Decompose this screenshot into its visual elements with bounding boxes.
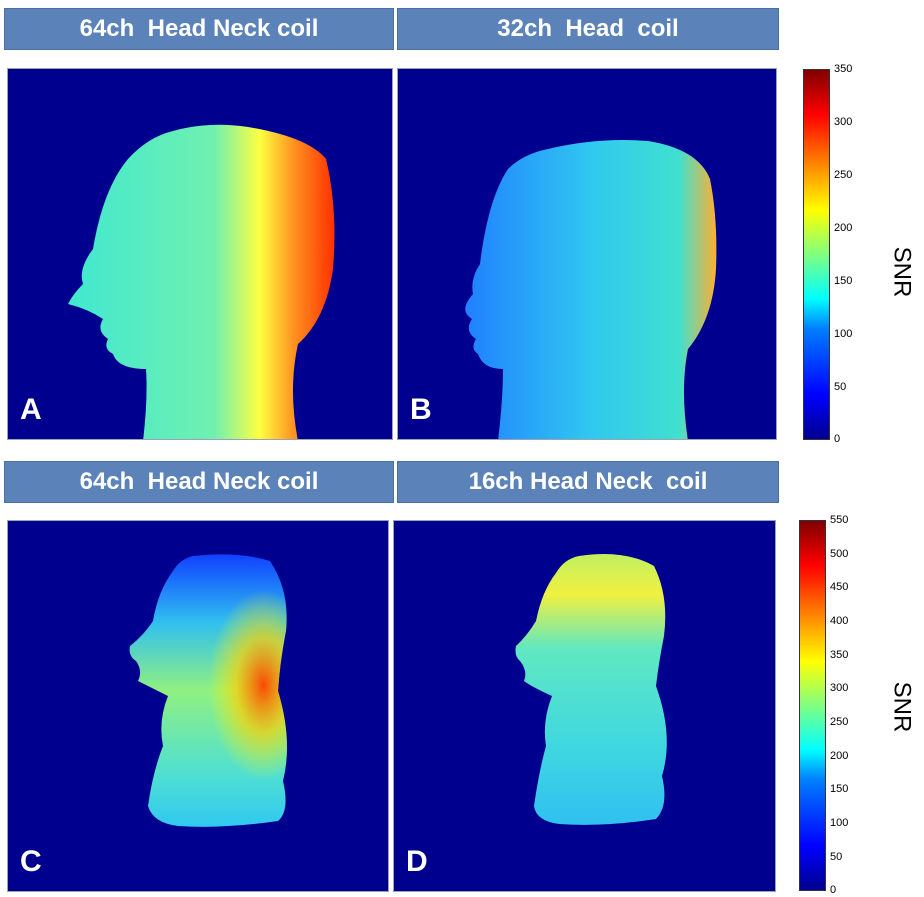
colorbar-top-tick: 150 — [834, 275, 853, 287]
colorbar-bottom-tick: 250 — [830, 716, 849, 728]
colorbar-bottom-tick: 150 — [830, 783, 849, 795]
head-image-c — [129, 554, 287, 827]
colorbar-bottom-tick: 500 — [830, 548, 849, 560]
header-top-right: 32ch Head coil — [397, 8, 779, 50]
head-image-b — [465, 140, 717, 439]
colorbar-bottom-tick: 450 — [830, 581, 849, 593]
colorbar-bottom-tick: 300 — [830, 682, 849, 694]
header-bottom-left: 64ch Head Neck coil — [4, 461, 394, 503]
panel-label-d: D — [406, 845, 428, 878]
colorbar-top-label: SNR — [888, 246, 916, 298]
colorbar-top-tick: 100 — [834, 328, 853, 340]
colorbar-top-tick: 200 — [834, 222, 853, 234]
colorbar-bottom-tick: 200 — [830, 750, 849, 762]
panel-label-a: A — [20, 393, 42, 426]
colorbar-top-tick: 0 — [834, 433, 841, 445]
head-image-a — [68, 124, 335, 439]
colorbar-bottom-label: SNR — [888, 681, 916, 733]
colorbar-top-tick: 300 — [834, 116, 853, 128]
panel-label-b: B — [410, 393, 432, 426]
colorbar-top — [803, 69, 830, 440]
colorbar-bottom-tick: 550 — [830, 514, 849, 526]
header-top-left: 64ch Head Neck coil — [4, 8, 394, 50]
colorbar-top-tick: 350 — [834, 63, 853, 75]
colorbar-bottom-tick: 100 — [830, 817, 849, 829]
panel-b: B — [397, 68, 777, 440]
colorbar-bottom-tick: 350 — [830, 649, 849, 661]
head-image-d — [515, 553, 667, 825]
panel-label-c: C — [20, 845, 42, 878]
colorbar-bottom — [799, 520, 826, 891]
panel-c: C — [7, 520, 389, 892]
colorbar-bottom-tick: 50 — [830, 851, 843, 863]
header-bottom-right: 16ch Head Neck coil — [397, 461, 779, 503]
colorbar-bottom-tick: 0 — [830, 884, 837, 896]
colorbar-bottom-tick: 400 — [830, 615, 849, 627]
panel-a: A — [7, 68, 393, 440]
colorbar-top-tick: 50 — [834, 381, 847, 393]
panel-d: D — [393, 520, 776, 892]
colorbar-top-tick: 250 — [834, 169, 853, 181]
